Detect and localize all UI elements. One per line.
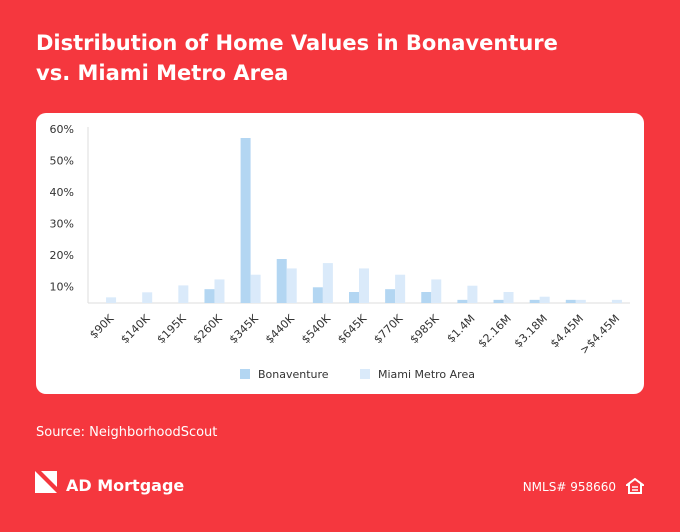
bar xyxy=(322,263,333,303)
legend-label: Bonaventure xyxy=(258,368,329,381)
bar xyxy=(286,268,297,303)
bar xyxy=(503,292,514,303)
bar xyxy=(493,299,504,303)
bar xyxy=(575,299,586,303)
bar xyxy=(359,268,369,303)
bar xyxy=(611,299,622,303)
y-tick-label: 50% xyxy=(50,155,74,168)
bar xyxy=(385,289,396,303)
equal-housing-icon xyxy=(626,478,644,494)
legend-label: Miami Metro Area xyxy=(378,368,475,381)
bar xyxy=(395,274,406,303)
bar xyxy=(240,138,251,303)
y-tick-label: 30% xyxy=(50,217,74,230)
x-tick-label: $260K xyxy=(191,312,226,347)
chart: 10% 20% 30% 40% 50% 60% $90K $140K $195K $260K $34… xyxy=(50,123,630,381)
x-tick-label: $770K xyxy=(371,312,406,347)
bar xyxy=(142,292,153,303)
bar xyxy=(457,299,468,303)
x-tick-label: $90K xyxy=(87,312,117,342)
legend-swatch xyxy=(360,369,370,379)
logo-icon xyxy=(35,471,57,493)
bar xyxy=(178,285,189,303)
brand: AD Mortgage xyxy=(66,476,185,495)
y-tick-label: 60% xyxy=(50,123,74,136)
x-tick-label: $985K xyxy=(407,312,442,347)
source: Source: NeighborhoodScout xyxy=(36,425,218,440)
x-tick-label: $440K xyxy=(263,312,298,347)
bar xyxy=(106,297,117,303)
bar xyxy=(204,289,215,303)
x-tick-label: $540K xyxy=(299,312,334,347)
x-tick-label: $195K xyxy=(154,312,189,347)
bar xyxy=(421,292,432,303)
bar xyxy=(276,259,287,303)
bar xyxy=(529,299,540,303)
x-tick-label: >$4.45M xyxy=(577,312,622,357)
chart-card: 10% 20% 30% 40% 50% 60% $90K $140K $195K $260K $34… xyxy=(36,113,644,394)
nmls: NMLS# 958660 xyxy=(522,480,616,494)
x-tick-label: $140K xyxy=(118,312,153,347)
y-tick-label: 20% xyxy=(50,249,74,262)
bar xyxy=(312,287,323,303)
bar xyxy=(467,285,478,303)
bar xyxy=(250,274,261,303)
y-tick-label: 40% xyxy=(50,186,74,199)
bar xyxy=(431,279,442,303)
x-tick-label: $2.16M xyxy=(476,312,514,350)
legend-swatch xyxy=(240,369,250,379)
y-tick-label: 10% xyxy=(50,280,74,293)
x-tick-label: $345K xyxy=(227,312,262,347)
x-tick-label: $1.4M xyxy=(444,312,477,345)
bar xyxy=(539,296,550,303)
x-tick-label: $645K xyxy=(335,312,370,347)
bar xyxy=(349,292,359,303)
x-tick-label: $3.18M xyxy=(512,312,550,350)
bar xyxy=(565,299,576,303)
title: Distribution of Home Values in Bonaventu… xyxy=(36,31,558,85)
bar xyxy=(214,279,225,303)
